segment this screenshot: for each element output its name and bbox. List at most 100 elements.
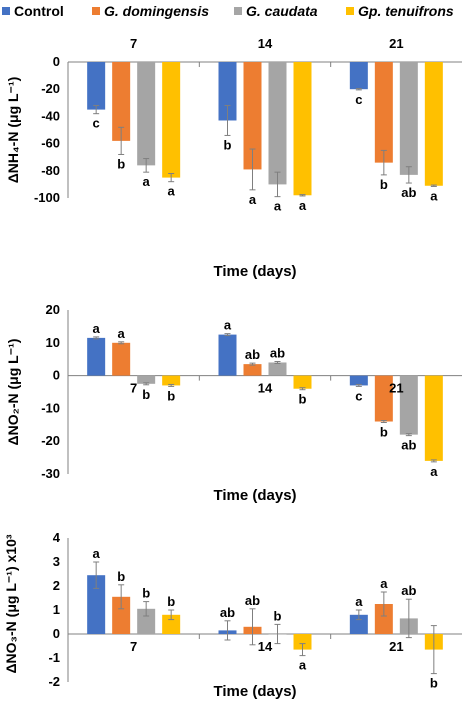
legend-item-gp-tenuifrons: Gp. tenuifrons xyxy=(346,3,454,19)
panel-c-y-tick-label: 2 xyxy=(53,578,60,593)
panel-c-y-tick-label: -2 xyxy=(48,674,60,689)
panel-a-y-tick-label: -100 xyxy=(34,190,60,205)
panel-a-significance-letter: a xyxy=(168,184,176,199)
panel-b-y-tick-label: -20 xyxy=(41,433,60,448)
panel-b-significance-letter: a xyxy=(118,326,126,341)
panel-b-significance-letter: ab xyxy=(270,345,285,360)
panel-c-y-axis-title: ΔNO₃-N (μg L⁻¹) x10³ xyxy=(3,534,19,673)
panel-a-y-tick-label: -60 xyxy=(41,136,60,151)
panel-a-significance-letter: a xyxy=(143,174,151,189)
panel-a-y-tick-label: -80 xyxy=(41,163,60,178)
chart-legend: Control G. domingensis G. caudata Gp. te… xyxy=(0,0,474,22)
panel-b-x-axis-title: Time (days) xyxy=(213,487,296,504)
panel-a-significance-letter: c xyxy=(93,116,100,131)
panel-b-y-axis-title: ΔNO₂-N (μg L⁻¹) xyxy=(5,339,21,446)
panel-a-significance-letter: ab xyxy=(401,185,416,200)
panel-a-significance-letter: c xyxy=(355,92,362,107)
panel-b-y-tick-label: 20 xyxy=(46,302,60,317)
panel-b-significance-letter: ab xyxy=(401,438,416,453)
panel-c-x-axis-title: Time (days) xyxy=(213,683,296,700)
legend-label-control: Control xyxy=(14,3,64,19)
panel-b-significance-letter: b xyxy=(299,392,307,407)
panel-b-y-tick-label: 0 xyxy=(53,368,60,383)
panel-a-significance-letter: b xyxy=(117,156,125,171)
panel-a-bar xyxy=(349,62,368,90)
panel-c-significance-letter: ab xyxy=(401,583,416,598)
panel-b-category-label: 14 xyxy=(258,381,273,396)
panel-a-x-axis-title: Time (days) xyxy=(213,263,296,280)
legend-swatch-gp-tenuifrons xyxy=(346,7,354,15)
panel-c-significance-letter: b xyxy=(430,676,438,691)
panel-c-y-tick-label: 1 xyxy=(53,602,60,617)
panel-c-y-tick-label: -1 xyxy=(48,650,60,665)
panel-a-significance-letter: a xyxy=(274,199,282,214)
panel-b-significance-letter: b xyxy=(167,388,175,403)
panel-b-category-label: 7 xyxy=(130,381,137,396)
panel-a-y-axis-title: ΔNH₄-N (μg L⁻¹) xyxy=(5,77,21,184)
panel-a-y-tick-label: -20 xyxy=(41,81,60,96)
panel-b-bar xyxy=(374,375,393,422)
panel-b-significance-letter: a xyxy=(224,318,232,333)
panel-c-bar xyxy=(293,634,312,650)
panel-b-bar xyxy=(424,375,443,461)
panel-b-significance-letter: ab xyxy=(245,347,260,362)
legend-swatch-g-domingensis xyxy=(92,7,100,15)
panel-a-bar xyxy=(243,62,262,170)
panel-c-bar xyxy=(374,604,393,634)
panel-c-bar xyxy=(349,614,368,634)
panel-c-category-label: 21 xyxy=(389,639,403,654)
panel-b-significance-letter: c xyxy=(355,388,362,403)
panel-a-bar xyxy=(112,62,131,141)
panel-c-significance-letter: a xyxy=(355,594,363,609)
panel-b-y-tick-label: -10 xyxy=(41,400,60,415)
panel-c-y-tick-label: 0 xyxy=(53,626,60,641)
panel-c-bar xyxy=(137,608,156,634)
panel-c-bar xyxy=(112,596,131,634)
panel-b-bar xyxy=(112,342,131,376)
panel-c-y-tick-label: 3 xyxy=(53,554,60,569)
panel-c-significance-letter: b xyxy=(142,586,150,601)
panel-c-bar xyxy=(162,614,181,634)
panel-b-significance-letter: a xyxy=(93,321,101,336)
panel-c-bar xyxy=(87,575,106,634)
panel-b-significance-letter: b xyxy=(142,387,150,402)
legend-item-control: Control xyxy=(2,3,64,19)
panel-a-significance-letter: b xyxy=(380,177,388,192)
panel-c-category-label: 14 xyxy=(258,639,273,654)
panel-b-bar xyxy=(293,375,312,389)
legend-label-g-caudata: G. caudata xyxy=(246,3,318,19)
panel-a-significance-letter: a xyxy=(249,192,257,207)
legend-label-gp-tenuifrons: Gp. tenuifrons xyxy=(358,3,454,19)
panel-a-y-tick-label: -40 xyxy=(41,108,60,123)
panel-b-y-tick-label: -30 xyxy=(41,466,60,481)
legend-swatch-control xyxy=(2,7,10,15)
panel-c-significance-letter: b xyxy=(274,608,282,623)
legend-item-g-domingensis: G. domingensis xyxy=(92,3,209,19)
panel-a-category-label: 14 xyxy=(258,36,273,51)
panel-c-category-label: 7 xyxy=(130,639,137,654)
panel-a-category-label: 7 xyxy=(130,36,137,51)
panel-b-significance-letter: b xyxy=(380,425,388,440)
panel-b-bar xyxy=(399,375,418,435)
panel-a-bar xyxy=(87,62,106,110)
panel-a-category-label: 21 xyxy=(389,36,403,51)
panel-b-category-label: 21 xyxy=(389,381,403,396)
panel-a-significance-letter: a xyxy=(299,198,307,213)
panel-a-bar xyxy=(268,62,287,185)
panel-b-y-tick-label: 10 xyxy=(46,335,60,350)
panel-b-bar xyxy=(268,362,287,376)
panel-b-bar xyxy=(243,364,262,376)
panel-b-bar xyxy=(137,375,156,384)
legend-item-g-caudata: G. caudata xyxy=(234,3,318,19)
panel-b-bar xyxy=(87,337,106,376)
panel-c-y-tick-label: 4 xyxy=(53,530,61,545)
panel-a-bar xyxy=(374,62,393,163)
panel-a-y-tick-label: 0 xyxy=(53,54,60,69)
panel-a-bar xyxy=(162,62,181,178)
panel-c-significance-letter: a xyxy=(93,546,101,561)
panel-a-bar xyxy=(137,62,156,166)
panel-c-significance-letter: ab xyxy=(220,605,235,620)
panel-b-bar xyxy=(349,375,368,386)
